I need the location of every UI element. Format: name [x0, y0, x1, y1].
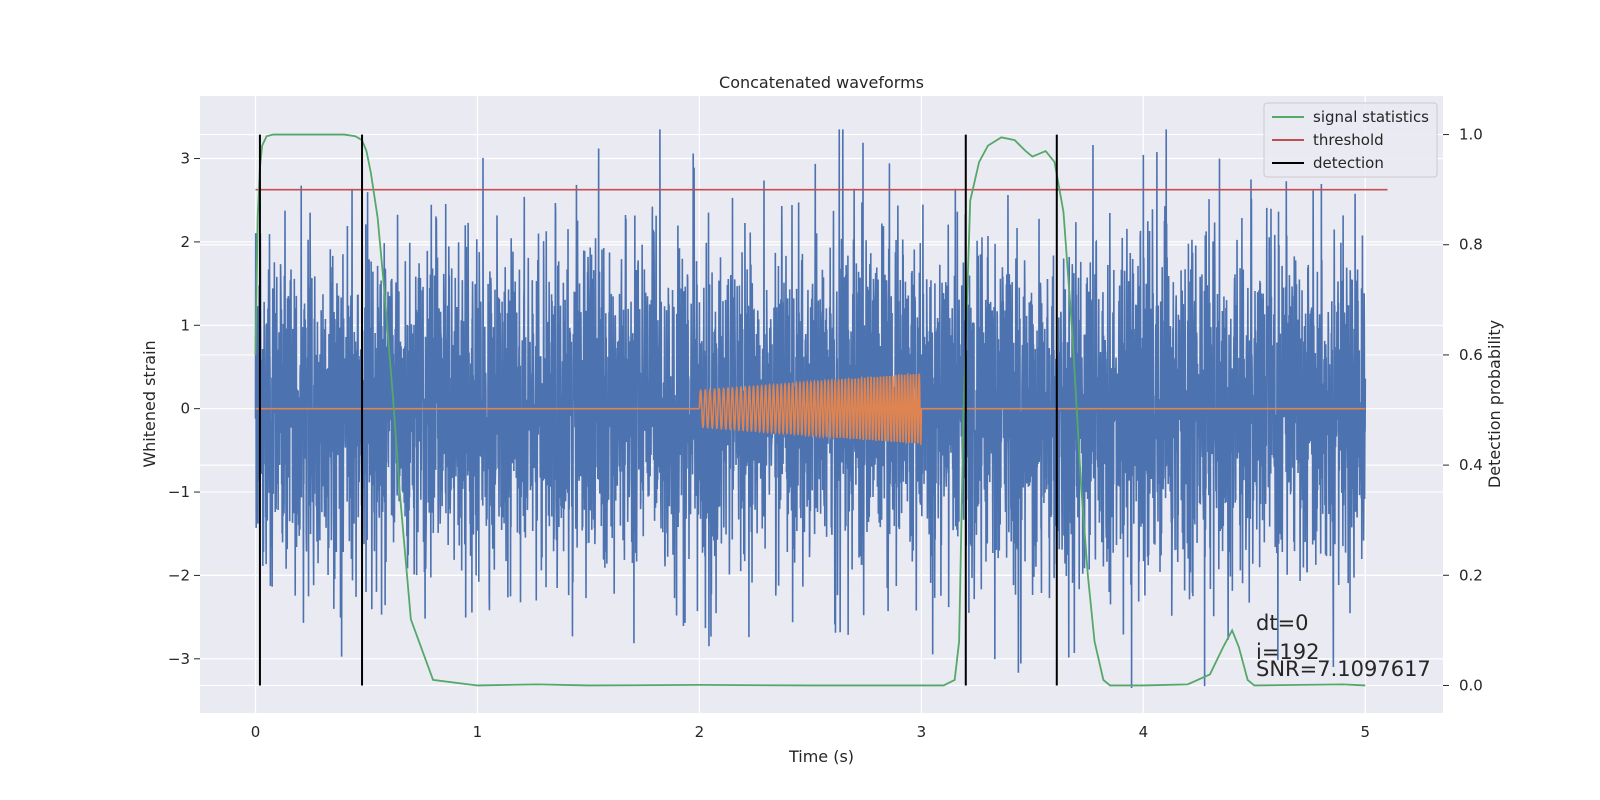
y-tick-label-left: 3 [180, 150, 190, 168]
y-ticks-right: 0.0 0.2 0.4 0.6 0.8 1.0 [1443, 126, 1483, 694]
x-tick-label: 2 [695, 723, 705, 741]
annotation-snr: SNR=7.1097617 [1256, 657, 1431, 681]
y-tick-label-left: −1 [168, 483, 190, 501]
y-tick-label-left: 2 [180, 233, 190, 251]
injection-series [255, 372, 1366, 447]
y-tick-label-right: 0.2 [1459, 566, 1483, 584]
legend-frame [1263, 102, 1438, 178]
y-ticks-left: −3 −2 −1 0 1 2 3 [168, 150, 200, 668]
legend-label-threshold: threshold [1313, 131, 1384, 149]
y-tick-label-right: 0.8 [1459, 236, 1483, 254]
x-tick-label: 3 [917, 723, 927, 741]
y-tick-label-right: 1.0 [1459, 126, 1483, 144]
legend: signal statistics threshold detection [1263, 102, 1438, 178]
x-tick-label: 1 [473, 723, 483, 741]
y-tick-label-left: 1 [180, 316, 190, 334]
y-tick-label-left: −2 [168, 566, 190, 584]
y-tick-label-right: 0.4 [1459, 456, 1483, 474]
y-axis-label-left: Whitened strain [140, 340, 159, 467]
legend-label-signal-statistics: signal statistics [1313, 108, 1429, 126]
legend-label-detection: detection [1313, 154, 1384, 172]
annotation-dt: dt=0 [1256, 611, 1309, 635]
chart-title: Concatenated waveforms [719, 73, 924, 92]
x-tick-label: 5 [1361, 723, 1371, 741]
y-tick-label-right: 0.6 [1459, 346, 1483, 364]
x-tick-label: 0 [251, 723, 261, 741]
signal-statistics-series [254, 133, 1366, 687]
y-tick-label-left: −3 [168, 650, 190, 668]
y-tick-label-left: 0 [180, 400, 190, 418]
x-ticks: 0 1 2 3 4 5 [251, 723, 1370, 741]
annotation-i: i=192 [1256, 640, 1320, 664]
x-tick-label: 4 [1139, 723, 1149, 741]
strain-series [254, 129, 1367, 688]
detection-lines [258, 134, 1058, 686]
y-tick-label-right: 0.0 [1459, 676, 1483, 694]
x-axis-label: Time (s) [788, 747, 854, 766]
y-axis-label-right: Detection probability [1485, 320, 1504, 488]
